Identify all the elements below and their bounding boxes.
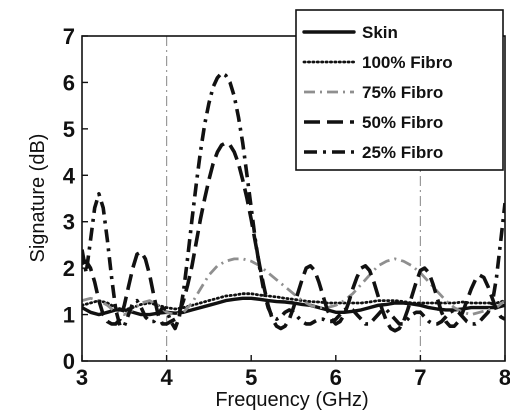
x-tick-label: 5 (245, 365, 257, 390)
y-tick-label: 2 (63, 256, 75, 281)
y-tick-label: 1 (63, 303, 75, 328)
x-tick-label: 6 (330, 365, 342, 390)
legend-label: Skin (362, 23, 398, 42)
y-tick-label: 0 (63, 349, 75, 374)
y-tick-label: 5 (63, 117, 75, 142)
y-tick-label: 3 (63, 210, 75, 235)
series-line (82, 257, 505, 316)
plot-area-frame (81, 35, 506, 362)
x-tick-label: 7 (414, 365, 426, 390)
y-tick-label: 4 (63, 163, 76, 188)
legend-label: 75% Fibro (362, 83, 443, 102)
legend-label: 25% Fibro (362, 143, 443, 162)
series-lines (82, 71, 505, 333)
x-tick-label: 8 (499, 365, 510, 390)
axis-ticks: 3 4 5 6 7 8 0 1 2 3 4 5 6 7 (63, 24, 510, 390)
y-tick-label: 6 (63, 70, 75, 95)
series-line (82, 292, 505, 312)
legend: Skin 100% Fibro 75% Fibro 50% Fibro 25% Fibr… (295, 9, 504, 171)
series-line (82, 71, 505, 331)
y-axis-label: Signature (dB) (27, 134, 49, 263)
series-line (82, 141, 505, 333)
legend-label: 100% Fibro (362, 53, 453, 72)
x-axis-label: Frequency (GHz) (215, 389, 368, 411)
x-tick-label: 4 (160, 365, 173, 390)
x-tick-label: 3 (76, 365, 88, 390)
y-tick-label: 7 (63, 24, 75, 49)
legend-box (295, 9, 504, 171)
legend-label: 50% Fibro (362, 113, 443, 132)
